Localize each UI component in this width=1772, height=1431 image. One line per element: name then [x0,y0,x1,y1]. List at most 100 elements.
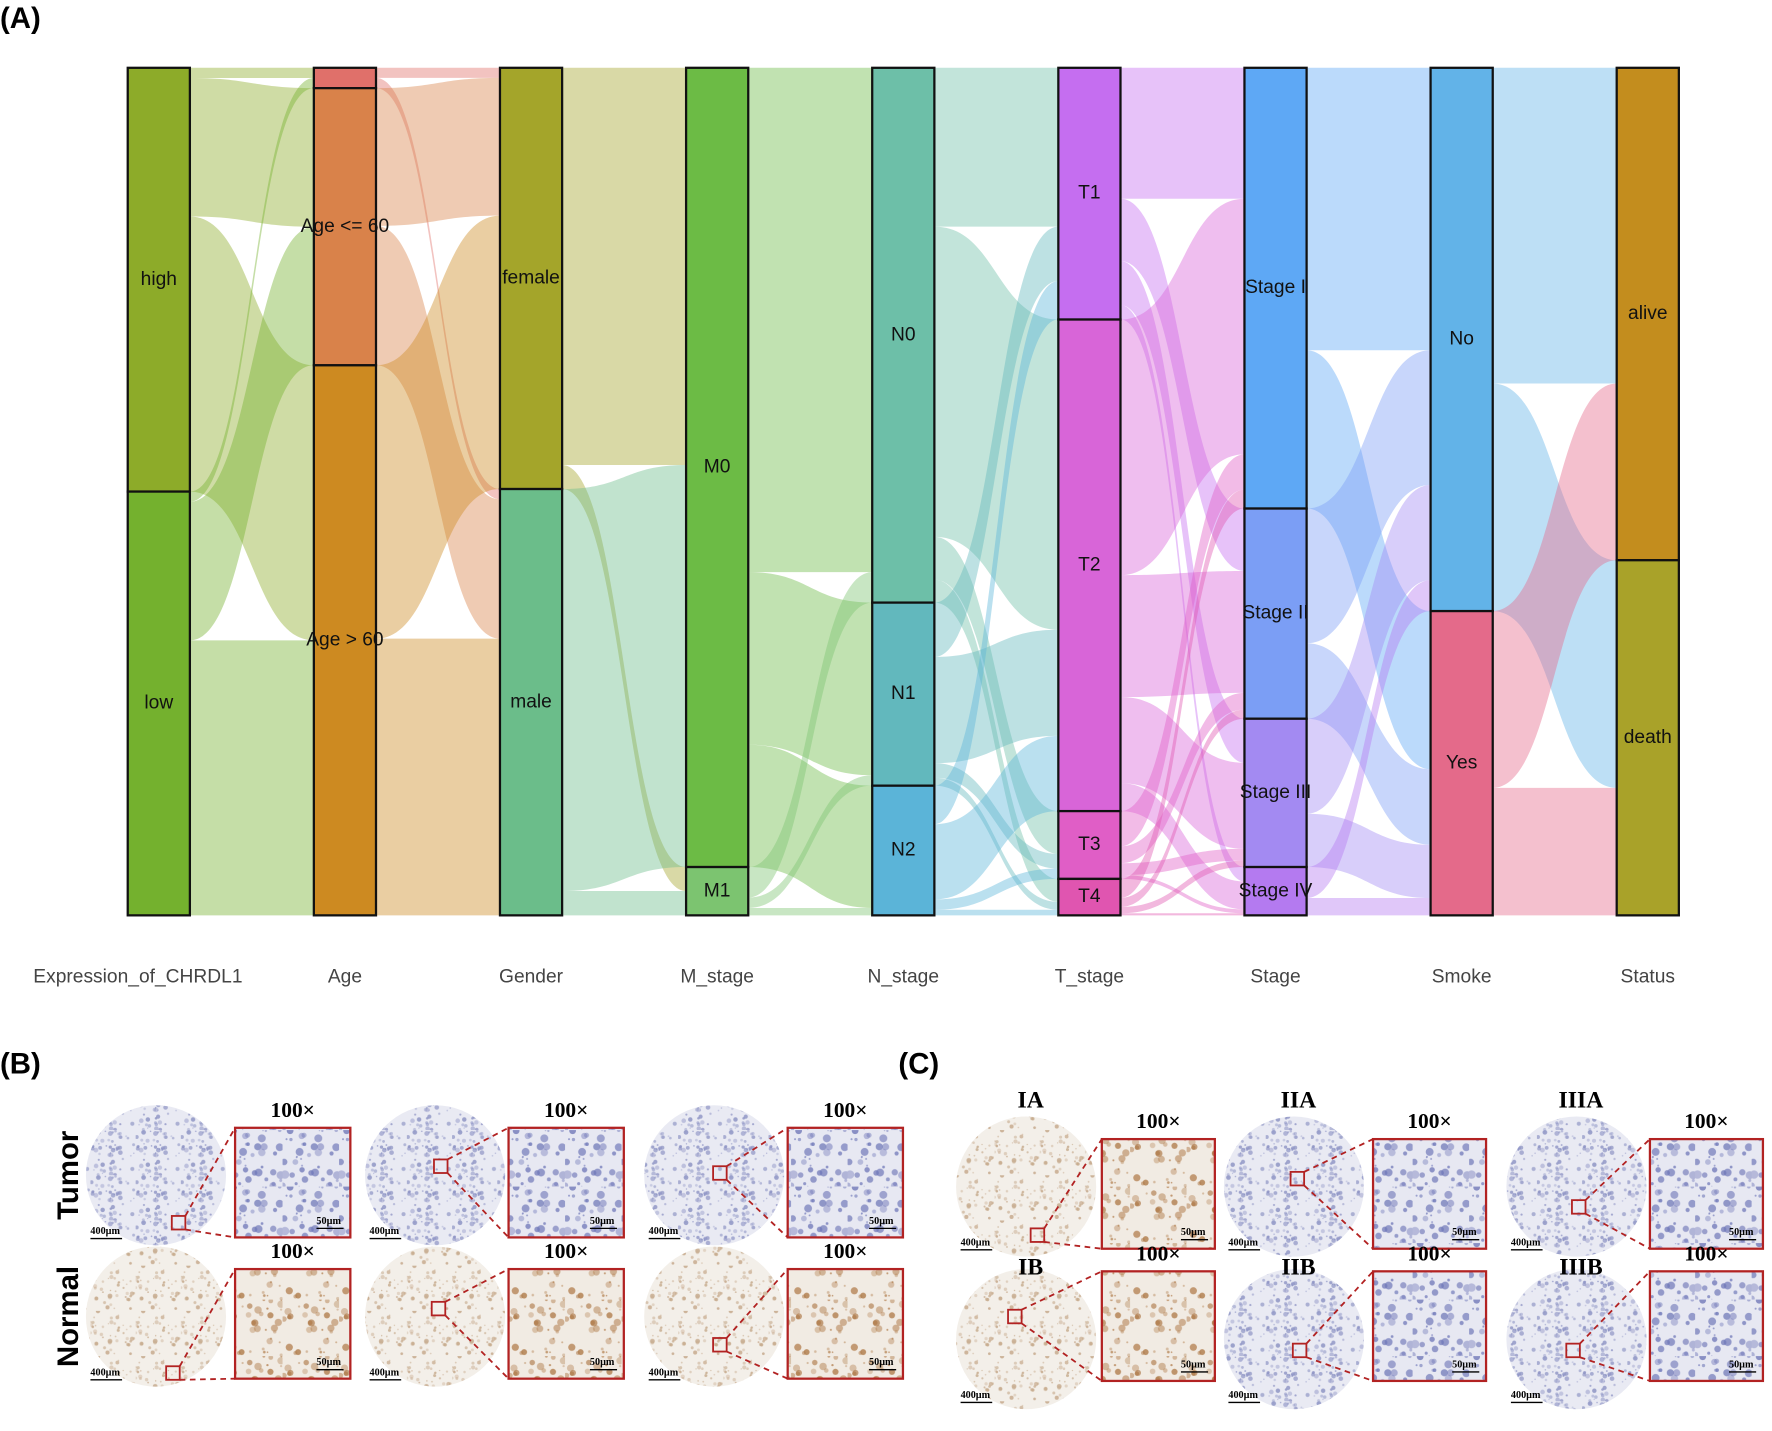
row-label: Normal [52,1266,85,1367]
flow [189,216,314,641]
stage-label: IB [1018,1255,1043,1281]
flow [562,67,687,466]
axis-label: T_stage [1055,967,1124,988]
zoom-box [233,1126,352,1239]
flow [748,67,873,573]
flow [562,465,687,892]
node [1615,66,1680,562]
scale-label: 400µm [90,1226,120,1237]
tissue-core [644,1105,785,1246]
flow [748,572,873,776]
node [1615,559,1680,917]
node-label: low [144,693,173,714]
row-label: Tumor [52,1131,85,1220]
scale-label: 400µm [649,1226,679,1237]
zoom-marker [430,1300,447,1317]
node-label: M0 [704,457,731,478]
scale-label: 400µm [1228,1390,1258,1401]
flow [1306,485,1431,814]
zoom-box [507,1267,625,1380]
scale-label: 50µm [1181,1359,1206,1370]
node [684,66,750,869]
axis-label: Expression_of_CHRDL1 [33,967,242,988]
scale-label: 400µm [1511,1237,1541,1248]
zoom-box [786,1267,905,1380]
zoom-guide [726,1127,789,1167]
flow [1120,709,1245,907]
flows [189,67,1617,916]
node-label: death [1624,727,1672,748]
axis-label: N_stage [868,967,940,988]
node [684,865,750,917]
zoom-guide [178,1268,236,1367]
flow [748,775,873,908]
flow [562,891,687,916]
flow [1492,67,1617,384]
tissue-core [1506,1269,1647,1410]
flow [1120,697,1245,849]
node-label: T1 [1078,183,1100,204]
node [1243,66,1308,510]
flow [1120,692,1245,864]
node-label: Stage IV [1239,880,1313,901]
scale-label: 400µm [370,1226,400,1237]
flow [934,763,1059,869]
scale-label: 50µm [590,1216,615,1227]
flow [1120,875,1245,914]
flow [934,281,1059,825]
axis-label: Status [1621,967,1675,988]
zoom-guide [444,1268,509,1303]
flow [1306,350,1431,770]
node [312,364,378,917]
flow [1492,787,1617,916]
magnification: 100× [823,1239,867,1263]
tissue-core [956,1269,1097,1410]
flow [376,215,500,639]
zoom-guide [1043,1138,1103,1229]
zoom-marker [1007,1308,1023,1325]
stage-label: IA [1017,1087,1043,1113]
flow [1306,580,1431,899]
node-label: N1 [891,683,916,704]
node [871,66,936,604]
tissue-core [1506,1116,1647,1257]
zoom-box [1100,1270,1216,1383]
flow [189,226,314,641]
magnification: 100× [270,1098,314,1122]
scale-label: 50µm [1452,1359,1477,1370]
zoom-guide [1021,1270,1103,1311]
node-label: M1 [704,880,731,901]
axis-label: Age [328,967,362,988]
flow [934,735,1059,900]
flow [1306,67,1431,351]
flow [934,777,1059,910]
zoom-guide [1585,1212,1651,1250]
node [498,66,564,491]
scale-label: 400µm [1228,1237,1258,1248]
node [1243,717,1308,869]
zoom-marker [170,1215,187,1231]
zoom-box [1100,1137,1216,1250]
zoom-guide [1303,1184,1374,1250]
magnification: 100× [1684,1109,1728,1133]
flow [934,909,1059,916]
node-label: T4 [1078,886,1101,907]
stage-label: IIIA [1559,1087,1604,1113]
magnification: 100× [1407,1241,1451,1265]
flow [1492,383,1617,788]
node [1057,877,1122,917]
flow [1306,813,1431,899]
zoom-marker [1289,1170,1306,1187]
flow [562,465,687,892]
flow [189,77,314,502]
flow [376,77,500,500]
zoom-marker [1571,1199,1587,1215]
magnification: 100× [1136,1109,1180,1133]
zoom-marker [165,1365,181,1381]
zoom-box [233,1267,352,1380]
flow [1306,643,1431,845]
tissue-core [956,1116,1097,1257]
flow [376,77,500,226]
node-label: female [502,267,560,288]
